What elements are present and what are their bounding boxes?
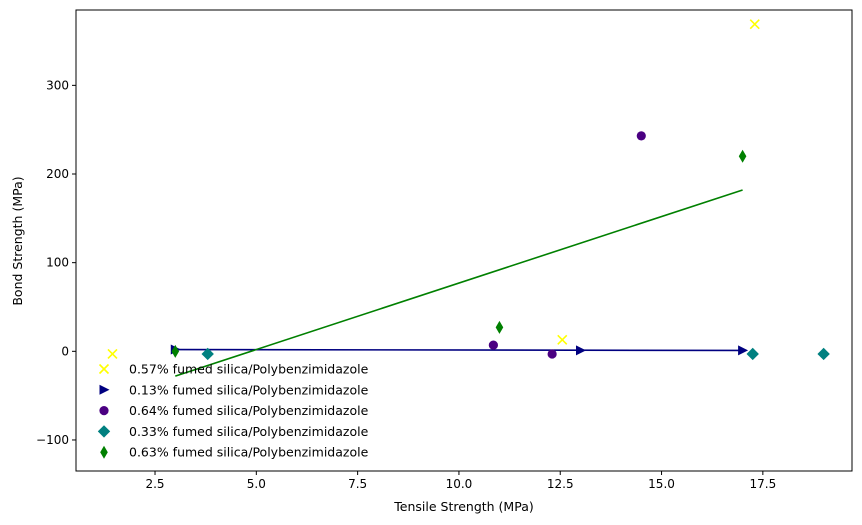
legend-label-1: 0.57% fumed silica/Polybenzimidazole: [129, 362, 369, 377]
legend-label-4: 0.33% fumed silica/Polybenzimidazole: [129, 424, 369, 439]
legend-label-3: 0.64% fumed silica/Polybenzimidazole: [129, 403, 369, 418]
legend-marker-3: [99, 406, 109, 416]
y-axis-label: Bond Strength (MPa): [10, 176, 25, 305]
x-tick-label-4: 10.0: [446, 477, 473, 491]
data-point-s5-p1: [171, 344, 180, 358]
data-point-s4-p1: [201, 347, 214, 361]
data-point-s4-p2: [746, 347, 759, 361]
plot-area: [107, 19, 830, 377]
data-point-s5-p3: [738, 149, 747, 163]
legend-label-2: 0.13% fumed silica/Polybenzimidazole: [129, 382, 369, 397]
data-point-s3-p2: [547, 349, 557, 359]
series-line-1: [175, 348, 743, 352]
data-point-s1-p1: [107, 348, 118, 360]
x-tick-label-3: 7.5: [348, 477, 367, 491]
x-tick-label-2: 5.0: [247, 477, 266, 491]
x-axis-label: Tensile Strength (MPa): [393, 499, 533, 514]
data-point-s2-p2: [576, 345, 587, 356]
y-tick-label-4: 200: [46, 167, 69, 181]
data-point-s5-p2: [495, 320, 504, 334]
legend-marker-1: [98, 363, 110, 375]
legend: 0.57% fumed silica/Polybenzimidazole 0.13…: [97, 362, 369, 460]
axes-frame: [75, 9, 853, 472]
data-point-s3-p3: [636, 131, 646, 141]
legend-marker-5: [100, 445, 108, 459]
x-tick-label-6: 15.0: [648, 477, 675, 491]
y-tick-label-2: 0: [61, 344, 69, 358]
x-tick-label-1: 2.5: [145, 477, 164, 491]
data-point-s1-p2: [557, 334, 568, 345]
legend-marker-4: [97, 425, 111, 438]
legend-label-5: 0.63% fumed silica/Polybenzimidazole: [129, 445, 369, 460]
y-tick-label-1: −100: [36, 433, 69, 447]
y-tick-label-5: 300: [46, 78, 69, 92]
data-point-s1-p3: [749, 19, 760, 30]
data-point-s2-p3: [738, 345, 749, 356]
legend-marker-2: [99, 384, 110, 395]
y-tick-label-3: 100: [46, 256, 69, 270]
series-line-2: [175, 189, 743, 377]
data-point-s4-p3: [817, 347, 830, 361]
x-tick-label-5: 12.5: [547, 477, 574, 491]
axes: 2.5 5.0 7.5 10.0 12.5 15.0 17.5 −100 0 100 200 300: [36, 9, 853, 491]
x-tick-label-7: 17.5: [749, 477, 776, 491]
data-point-s3-p1: [488, 340, 498, 350]
